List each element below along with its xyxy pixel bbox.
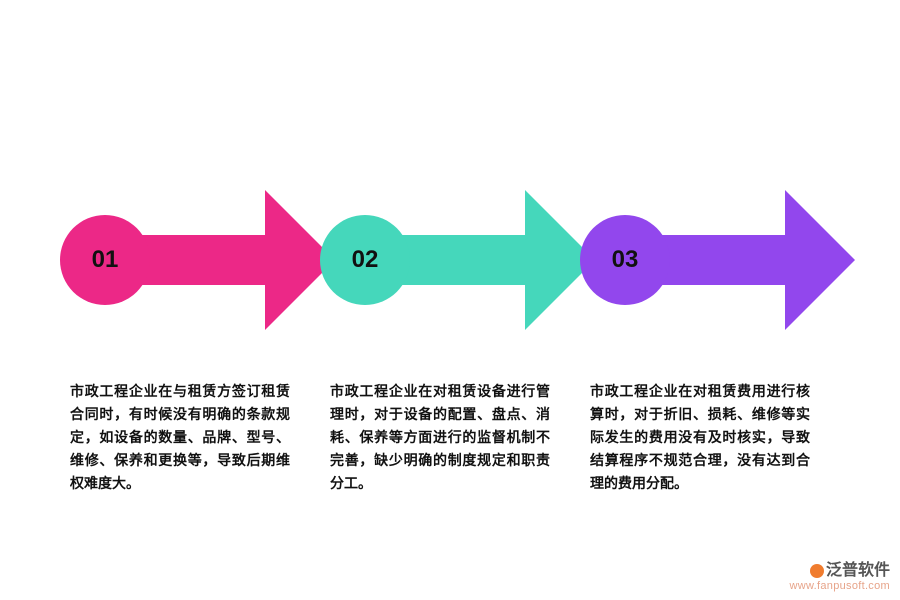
step-desc-1: 市政工程企业在与租赁方签订租赁合同时，有时候没有明确的条款规定，如设备的数量、品… xyxy=(70,380,290,495)
arrow-head-3 xyxy=(785,190,855,330)
watermark-brand-text: 泛普软件 xyxy=(826,562,890,579)
step-number-1: 01 xyxy=(92,246,119,274)
watermark-brand: 泛普软件 xyxy=(790,556,890,580)
step-number-3: 03 xyxy=(612,246,639,274)
step-number-2: 02 xyxy=(352,246,379,274)
step-desc-2: 市政工程企业在对租赁设备进行管理时，对于设备的配置、盘点、消耗、保养等方面进行的… xyxy=(330,380,550,495)
step-desc-3: 市政工程企业在对租赁费用进行核算时，对于折旧、损耗、维修等实际发生的费用没有及时… xyxy=(590,380,810,495)
watermark-url: www.fanpusoft.com xyxy=(790,580,890,592)
arrow-step-3: 03 xyxy=(580,190,840,330)
watermark-logo-icon xyxy=(810,564,824,578)
arrow-step-1: 01 xyxy=(60,190,320,330)
arrow-step-2: 02 xyxy=(320,190,580,330)
arrow-circle-1: 01 xyxy=(60,215,150,305)
arrow-circle-2: 02 xyxy=(320,215,410,305)
infographic-stage: 01 市政工程企业在与租赁方签订租赁合同时，有时候没有明确的条款规定，如设备的数… xyxy=(0,0,900,600)
watermark: 泛普软件 www.fanpusoft.com xyxy=(790,556,890,592)
arrow-circle-3: 03 xyxy=(580,215,670,305)
